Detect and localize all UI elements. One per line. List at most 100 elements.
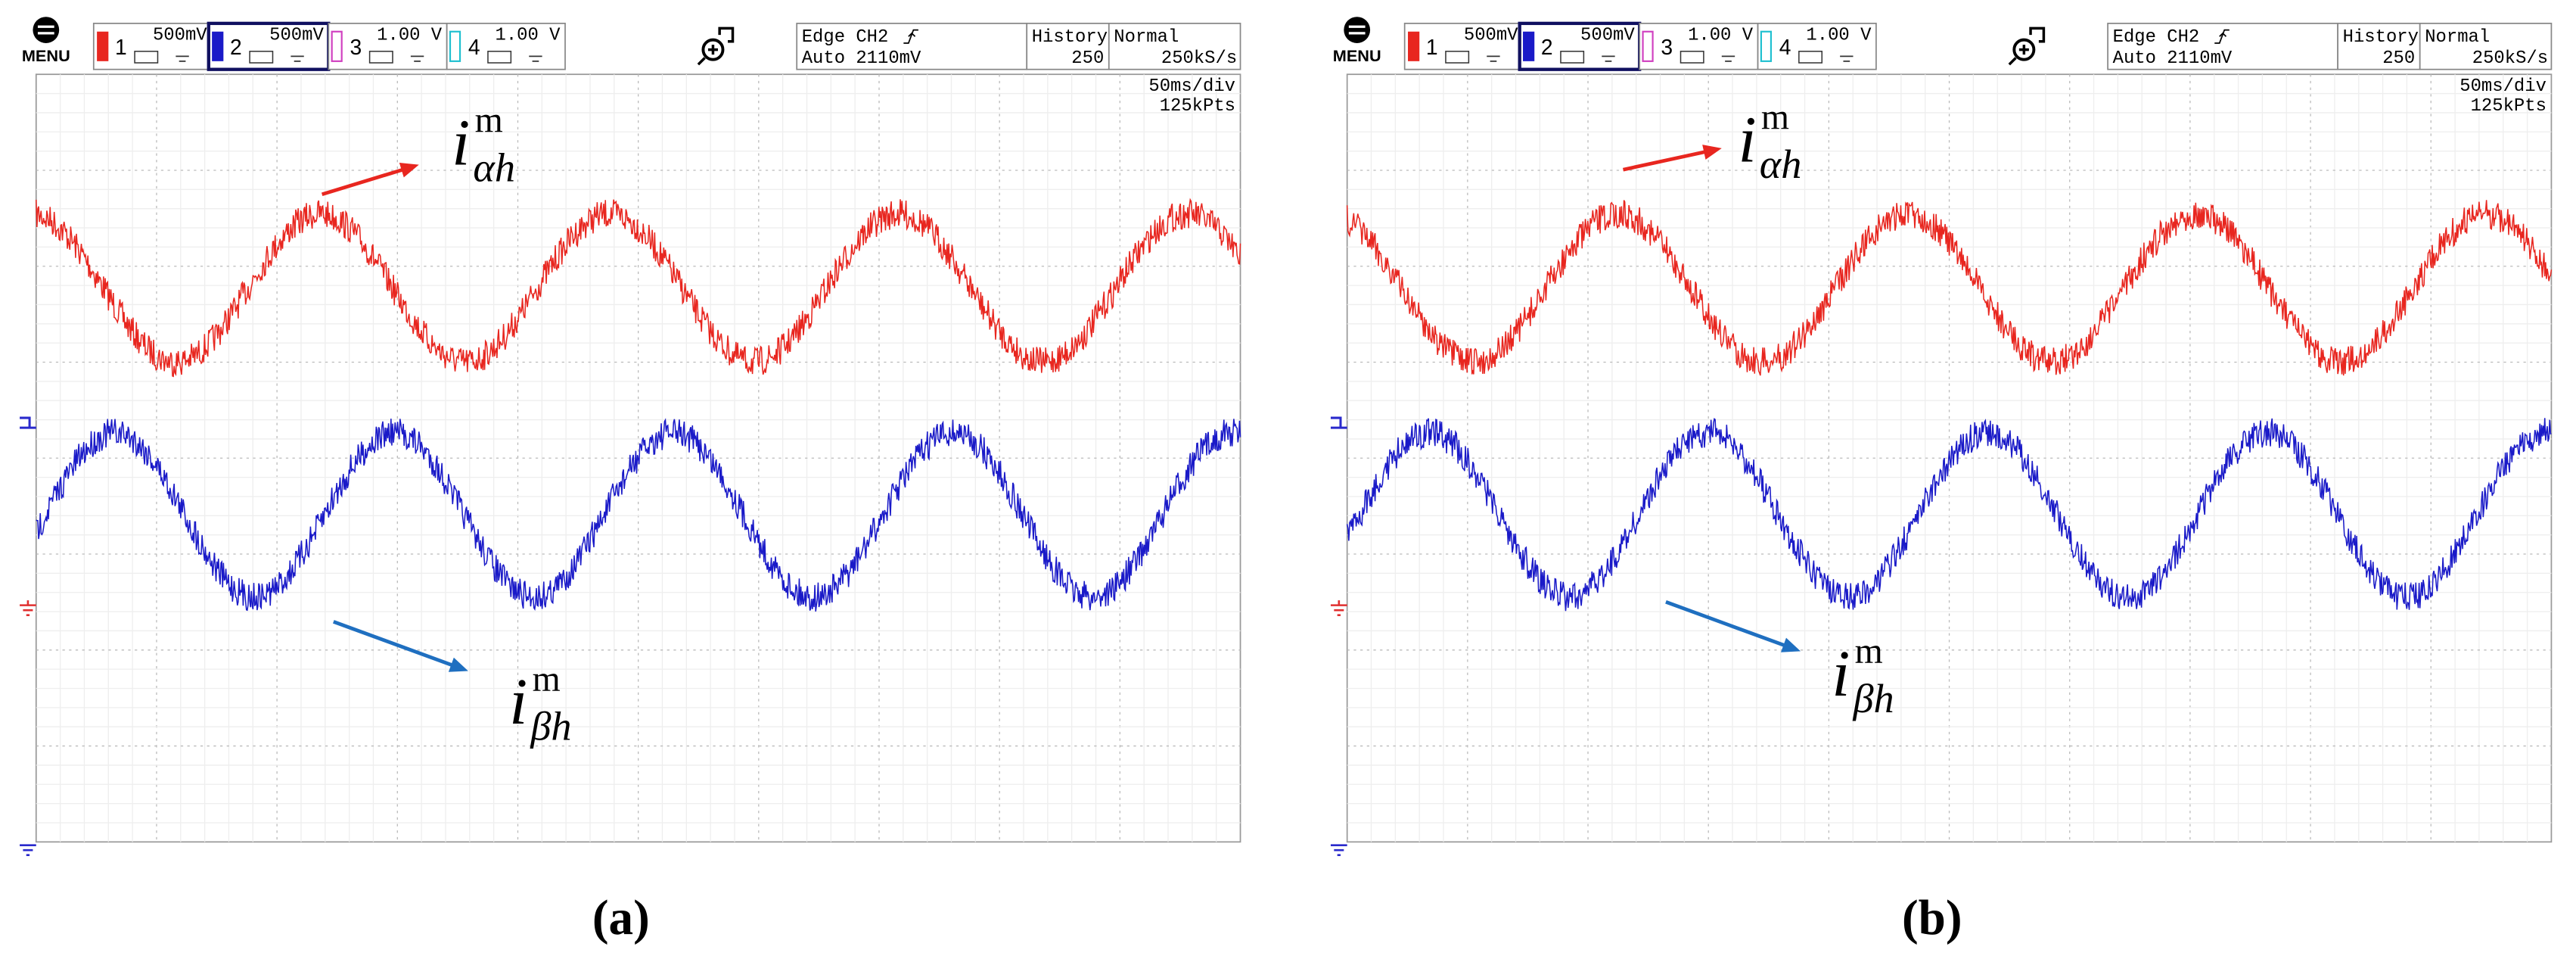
- bw-icon: [1840, 55, 1854, 62]
- arrow: [321, 167, 405, 197]
- channel-number: 1: [1426, 35, 1438, 59]
- trace-subscript: βh: [530, 704, 571, 749]
- arrow-head: [448, 657, 468, 672]
- trigger-type: Edge CH2: [2113, 27, 2200, 48]
- coupling-icon: [487, 51, 512, 64]
- menu-icon: [33, 17, 60, 43]
- channel-scale: 500mV: [1580, 26, 1635, 46]
- coupling-icon: [1798, 51, 1823, 64]
- record-length: 125kPts: [1160, 96, 1235, 117]
- trace-superscript: m: [475, 100, 503, 140]
- arrow: [1665, 600, 1787, 648]
- arrow-head: [1780, 637, 1801, 652]
- channel-swatch: [331, 30, 343, 62]
- trigger-type: Edge CH2: [802, 27, 889, 48]
- menu-label: MENU: [22, 46, 70, 65]
- channel-box: [1518, 21, 1642, 71]
- channel-box: [328, 23, 448, 70]
- ch2-marker: [20, 416, 36, 429]
- channel-box: [1639, 23, 1759, 70]
- trace-superscript: m: [1761, 97, 1789, 137]
- ch1-waveform: [1346, 200, 2553, 376]
- ch1-marker: [1330, 600, 1347, 616]
- coupling-icon: [1560, 51, 1585, 64]
- scope-panel: MENU 1 500mV 2 500mV 3 1.00 V 4 1.00 V Edge CH2Au…: [20, 17, 1241, 945]
- channel-box: [1403, 23, 1524, 70]
- sample-rate: 250kS/s: [2472, 48, 2548, 69]
- channel-number: 3: [350, 35, 362, 59]
- channel-number: 2: [230, 35, 242, 59]
- trace-subscript: αh: [1760, 142, 1802, 187]
- coupling-icon: [1680, 51, 1704, 64]
- trigger-slope: [903, 29, 918, 44]
- ground-marker: [20, 844, 36, 857]
- bw-icon: [1487, 55, 1500, 62]
- channel-scale: 500mV: [269, 26, 324, 46]
- menu-label: MENU: [1333, 46, 1381, 65]
- panel-caption: (b): [1902, 891, 1962, 945]
- trace-subscript: αh: [473, 145, 515, 190]
- channel-number: 3: [1661, 35, 1673, 59]
- history-label: History: [1032, 27, 1108, 48]
- ch1-waveform: [36, 198, 1241, 378]
- ch2-marker: [1330, 416, 1347, 429]
- mode-box: [2419, 23, 2553, 70]
- panel-caption: (a): [592, 891, 650, 945]
- trace-subscript: βh: [1853, 676, 1894, 721]
- channel-swatch: [212, 31, 224, 61]
- coupling-icon: [249, 51, 274, 64]
- ch1-marker: [20, 600, 36, 616]
- menu-icon-lines: [1348, 25, 1366, 35]
- menu-icon: [1344, 17, 1371, 43]
- trigger-box: [2107, 23, 2338, 70]
- scope-panel: MENU 1 500mV 2 500mV 3 1.00 V 4 1.00 V Edge CH2Au…: [1330, 17, 2553, 945]
- trace-symbol: i: [1832, 637, 1850, 710]
- zoom-icon: [2012, 38, 2036, 61]
- bw-icon: [410, 55, 424, 62]
- zoom-icon-detail: [2008, 26, 2046, 66]
- channel-swatch: [97, 31, 109, 61]
- trace-symbol: i: [452, 107, 470, 179]
- channel-scale: 1.00 V: [496, 26, 561, 46]
- channel-swatch: [1760, 30, 1773, 62]
- trace-superscript: m: [533, 659, 561, 699]
- bw-icon: [1721, 55, 1735, 62]
- channel-number: 4: [468, 35, 480, 59]
- channel-number: 4: [1779, 35, 1791, 59]
- arrow-head: [399, 162, 419, 178]
- ch2-waveform: [36, 418, 1241, 612]
- channel-swatch: [1642, 30, 1654, 62]
- zoom-icon-detail: [697, 26, 735, 66]
- channel-box: [446, 23, 566, 70]
- history-box: [1026, 23, 1110, 70]
- history-value: 250: [1071, 48, 1104, 69]
- coupling-icon: [1445, 51, 1470, 64]
- ch2-waveform: [1346, 417, 2552, 612]
- history-label: History: [2343, 27, 2419, 48]
- channel-number: 2: [1541, 35, 1553, 59]
- channel-scale: 1.00 V: [1806, 26, 1872, 46]
- channel-number: 1: [115, 35, 127, 59]
- bw-icon: [529, 55, 542, 62]
- channel-swatch: [1523, 31, 1535, 61]
- ground-marker: [1330, 844, 1347, 857]
- sample-rate: 250kS/s: [1161, 48, 1237, 69]
- trace-superscript: m: [1855, 631, 1883, 671]
- menu-icon-lines: [37, 25, 54, 35]
- trace-symbol: i: [1739, 103, 1757, 176]
- history-value: 250: [2382, 48, 2415, 69]
- channel-box: [207, 21, 331, 71]
- mode-box: [1108, 23, 1241, 70]
- bw-icon: [1602, 55, 1615, 62]
- timebase: 50ms/div: [2459, 76, 2546, 97]
- channel-box: [1757, 23, 1877, 70]
- channel-scale: 1.00 V: [1688, 26, 1754, 46]
- coupling-icon: [368, 51, 393, 64]
- trigger-level: Auto 2110mV: [802, 48, 921, 69]
- channel-scale: 500mV: [153, 26, 207, 46]
- bw-icon: [291, 55, 304, 62]
- channel-swatch: [449, 30, 461, 62]
- arrow: [333, 620, 455, 668]
- arrow: [1622, 150, 1707, 172]
